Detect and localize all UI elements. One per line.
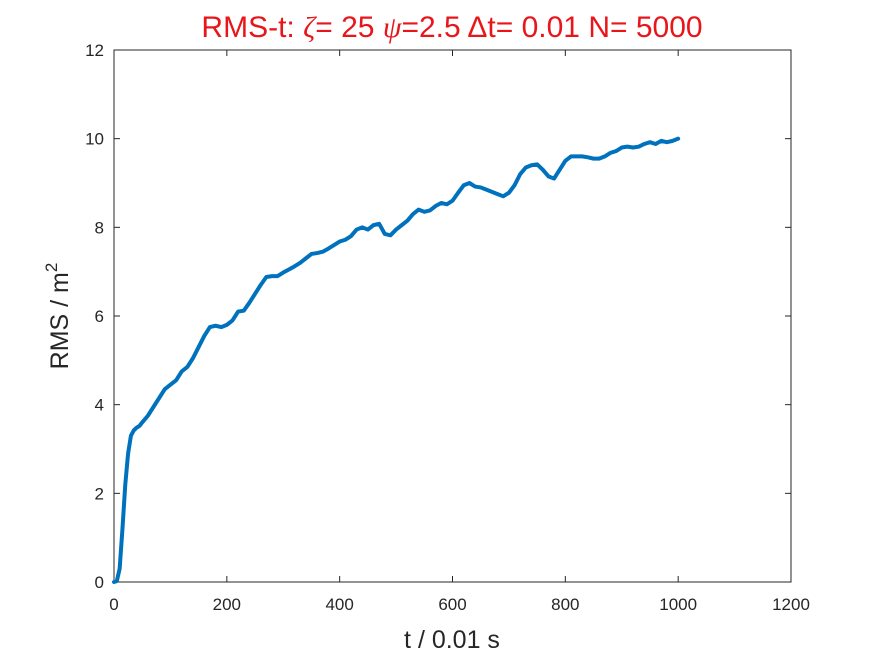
x-axis-label: t / 0.01 s [404, 626, 500, 654]
x-tick-label: 800 [551, 595, 579, 614]
rms-series-line [112, 136, 681, 584]
x-axis-ticks: 0 200 400 600 800 1000 1200 [109, 50, 810, 614]
y-tick-label: 8 [95, 218, 104, 237]
title-delta-value: t= 0.01 N= 5000 [487, 11, 702, 44]
x-tick-label: 200 [213, 595, 241, 614]
series-group [112, 136, 681, 584]
y-axis-label-text: RMS / m [46, 272, 74, 369]
title-zeta-value: = 25 [315, 11, 383, 44]
title-zeta-symbol: ζ [303, 11, 317, 44]
y-tick-label: 10 [85, 130, 104, 149]
y-axis-ticks: 0 2 4 6 8 10 12 [85, 41, 791, 592]
title-psi-symbol: ψ [383, 11, 403, 44]
title-psi-value: =2.5 [401, 11, 467, 44]
y-tick-label: 4 [95, 396, 104, 415]
y-tick-label: 2 [95, 484, 104, 503]
x-tick-label: 0 [109, 595, 118, 614]
x-tick-label: 1200 [772, 595, 810, 614]
chart-title: RMS-t: ζ= 25 ψ=2.5 Δt= 0.01 N= 5000 [201, 11, 702, 44]
title-prefix: RMS-t: [201, 11, 303, 44]
x-tick-label: 400 [325, 595, 353, 614]
y-tick-label: 12 [85, 41, 104, 60]
y-axis-label: RMS / m2 [42, 263, 74, 370]
y-tick-label: 6 [95, 307, 104, 326]
x-tick-label: 600 [438, 595, 466, 614]
title-delta-symbol: Δ [467, 11, 487, 44]
y-axis-label-superscript: 2 [42, 263, 61, 272]
x-tick-label: 1000 [659, 595, 697, 614]
y-tick-label: 0 [95, 573, 104, 592]
